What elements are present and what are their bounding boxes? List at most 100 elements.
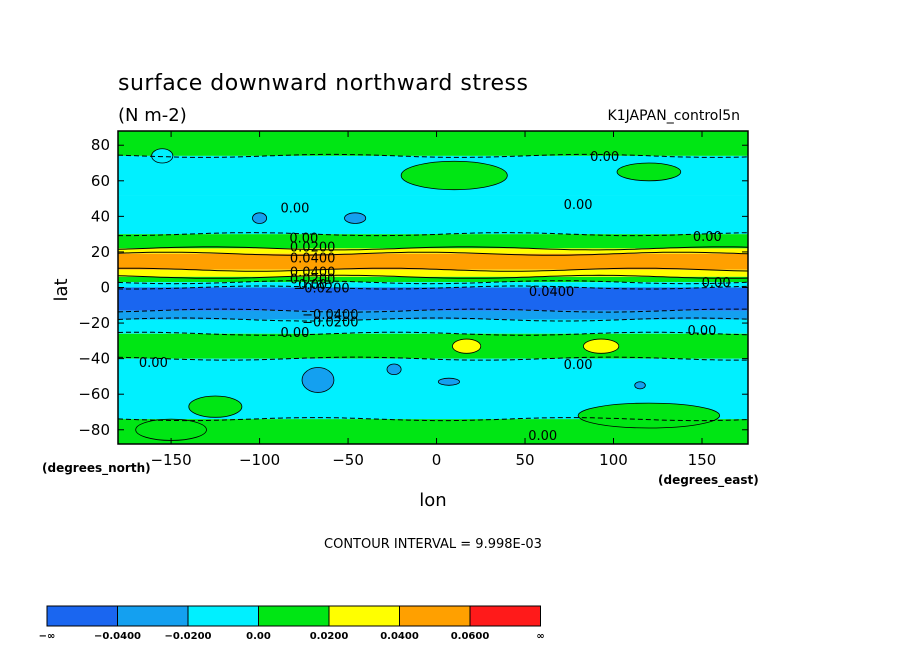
y-tick-label: 80 <box>91 136 110 154</box>
colorbar-label: ∞ <box>536 631 544 642</box>
y-tick-label: 0 <box>100 279 110 297</box>
contour-patch <box>188 395 243 418</box>
contour-line <box>117 153 749 158</box>
contour-label: 0.0400 <box>290 251 336 266</box>
contour-label: 0.0200 <box>290 273 336 288</box>
colorbar: −∞ −0.0400 −0.0200 0.00 0.0200 0.0400 0.0600 ∞ <box>39 605 545 642</box>
zonal-band <box>118 195 748 235</box>
colorbar-label: 0.0200 <box>310 631 349 642</box>
contour-line <box>118 232 749 237</box>
colorbar-swatch <box>328 605 400 627</box>
zonal-band <box>118 269 748 277</box>
contour-line <box>117 246 749 251</box>
contour-label: 0.00 <box>693 230 722 245</box>
contour-interval: CONTOUR INTERVAL = 9.998E-03 <box>324 537 542 552</box>
contour-label: −0.0200 <box>302 315 358 330</box>
contour-line <box>117 417 749 422</box>
zonal-band <box>118 287 748 311</box>
y-tick-label: 60 <box>91 172 110 190</box>
contour-line <box>117 280 749 285</box>
colorbar-label: −0.0400 <box>94 631 141 642</box>
contour-label: 0.00 <box>280 201 309 216</box>
zonal-band <box>118 333 748 359</box>
contour-patch <box>386 363 402 376</box>
contour-patch <box>301 367 335 393</box>
contour-label: 0.0400 <box>529 285 575 300</box>
contour-label: 0.0400 <box>290 265 336 280</box>
contour-label: −0.0400 <box>302 308 358 323</box>
contour-label: 0.00 <box>298 278 327 293</box>
colorbar-label: 0.0600 <box>451 631 490 642</box>
colorbar-label: −0.0200 <box>165 631 212 642</box>
contour-label: 0.00 <box>139 356 168 371</box>
y-tick-label: −80 <box>78 421 110 439</box>
x-tick-label: 100 <box>599 451 628 469</box>
contour-label: 0.0200 <box>290 241 336 256</box>
colorbar-label: 0.0400 <box>380 631 419 642</box>
colorbar-swatch <box>187 605 259 627</box>
contour-line <box>117 251 749 256</box>
y-axis-units: (degrees_north) <box>42 461 151 476</box>
contour-patch <box>616 162 682 182</box>
chart-units: (N m-2) <box>118 105 187 126</box>
x-tick-label: −100 <box>239 451 280 469</box>
contour-label: 0.00 <box>280 326 309 341</box>
contour-label: 0.00 <box>289 232 318 247</box>
contour-line <box>117 308 749 313</box>
contour-patch <box>452 338 482 354</box>
contour-label: −0.0200 <box>293 282 349 297</box>
contour-line <box>117 285 749 290</box>
y-tick-label: 20 <box>91 243 110 261</box>
zonal-band <box>118 319 748 334</box>
contour-labels: 0.000.00 0.000.000.000.02000.04000.04000.… <box>139 150 731 444</box>
contour-line <box>117 317 749 322</box>
x-tick-label: 150 <box>688 451 717 469</box>
x-tick-label: 50 <box>515 451 534 469</box>
contour-label: 0.00 <box>564 198 593 213</box>
contour-patch <box>151 148 174 164</box>
zonal-band <box>118 282 748 288</box>
y-tick-label: −40 <box>78 350 110 368</box>
contour-patch <box>437 377 460 386</box>
contour-line <box>117 274 749 279</box>
contour-patch <box>400 160 508 191</box>
contour-label: 0.00 <box>564 358 593 373</box>
contour-patch <box>252 212 268 224</box>
x-tick-label: −50 <box>332 451 364 469</box>
contour-patch <box>577 402 721 429</box>
zonal-band <box>118 310 748 320</box>
zonal-band <box>118 131 748 156</box>
colorbar-label: −∞ <box>39 631 56 642</box>
contour-patch <box>135 418 207 441</box>
colorbar-swatch <box>469 605 541 627</box>
contour-patch <box>583 338 620 354</box>
zonal-band <box>118 253 748 270</box>
x-tick-label: −150 <box>150 451 191 469</box>
zonal-band <box>118 234 748 249</box>
contour-line <box>117 331 749 336</box>
contour-patch <box>634 381 646 390</box>
contour-line <box>117 267 749 272</box>
axes: −150 −100 −50 0 50 100 150 80 60 40 20 0 −20 −40 −60 −8… <box>78 130 749 469</box>
x-axis-label: lon <box>419 490 446 511</box>
colorbar-swatch <box>399 605 471 627</box>
contour-label: 0.00 <box>702 276 731 291</box>
x-tick-label: 0 <box>432 451 442 469</box>
plot-area <box>117 131 749 444</box>
y-axis-label: lat <box>51 278 72 301</box>
colorbar-swatch <box>46 605 118 627</box>
colorbar-swatch <box>258 605 330 627</box>
contour-line <box>117 356 748 361</box>
x-axis-units: (degrees_east) <box>658 473 759 488</box>
contour-patch <box>344 212 367 224</box>
run-label: K1JAPAN_control5n <box>608 108 740 124</box>
colorbar-swatch <box>117 605 189 627</box>
y-tick-label: −60 <box>78 385 110 403</box>
contour-label: 0.00 <box>688 324 717 339</box>
chart-title: surface downward northward stress <box>118 71 528 96</box>
contour-label: 0.00 <box>590 150 619 165</box>
zonal-band <box>118 248 748 254</box>
zonal-band <box>118 276 748 283</box>
y-tick-label: −20 <box>78 314 110 332</box>
